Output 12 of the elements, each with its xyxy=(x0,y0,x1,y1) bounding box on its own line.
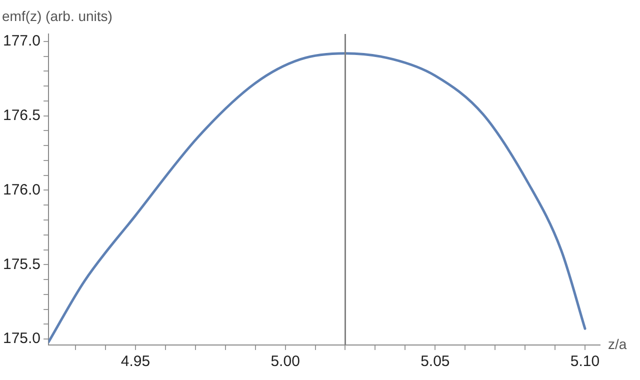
x-tick-label: 5.00 xyxy=(270,353,300,370)
line-series xyxy=(48,52,586,344)
y-tick-label: 177.0 xyxy=(2,32,41,50)
x-axis-title: z/a xyxy=(608,336,627,352)
y-axis-title: emf(z) (arb. units) xyxy=(2,8,112,24)
x-tick-label: 4.95 xyxy=(120,353,150,370)
y-tick-label: 175.5 xyxy=(2,256,41,273)
y-tick-label: 176.5 xyxy=(2,106,41,124)
y-tick-label: 175.0 xyxy=(2,330,41,348)
y-tick-label: 176.0 xyxy=(2,181,41,198)
x-tick-label: 5.10 xyxy=(570,353,600,370)
x-tick-label: 5.05 xyxy=(420,353,450,370)
